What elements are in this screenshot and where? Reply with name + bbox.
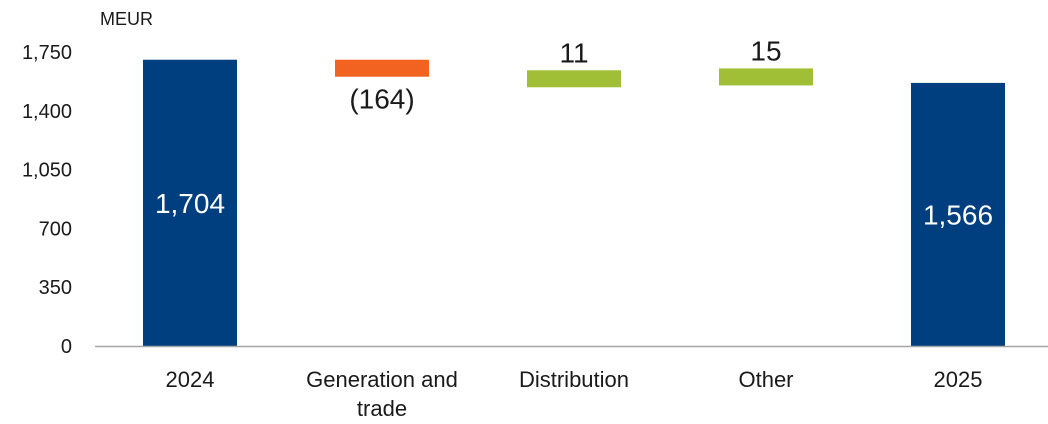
y-tick-label: 350 [39,277,72,299]
data-label: (164) [349,84,414,115]
y-tick-label: 1,750 [22,42,72,64]
y-tick-label: 1,400 [22,101,72,123]
bar-decrease [335,59,429,77]
y-axis: 0 350 700 1,050 1,400 1,750 [22,42,72,358]
bar-total-2025 [911,82,1005,347]
data-label: 1,704 [155,188,225,219]
data-labels: 1,704 (164) 11 15 1,566 [155,35,993,230]
bar-increase [527,70,621,88]
bars [143,59,1005,347]
x-tick-label: Distribution [519,367,629,392]
x-tick-label: 2024 [166,367,215,392]
y-tick-label: 0 [61,336,72,358]
data-label: 11 [559,37,588,68]
x-axis: 2024 Generation and trade Distribution Other… [166,367,983,421]
y-tick-label: 1,050 [22,160,72,182]
x-tick-label: Other [738,367,793,392]
data-label: 1,566 [923,199,993,230]
bar-total-2024 [143,59,237,347]
x-tick-label: 2025 [934,367,983,392]
x-tick-label: trade [357,396,407,421]
y-tick-label: 700 [39,218,72,240]
bar-increase [719,68,813,86]
data-label: 15 [750,35,781,66]
y-axis-unit-label: MEUR [100,9,153,29]
x-tick-label: Generation and [306,367,458,392]
